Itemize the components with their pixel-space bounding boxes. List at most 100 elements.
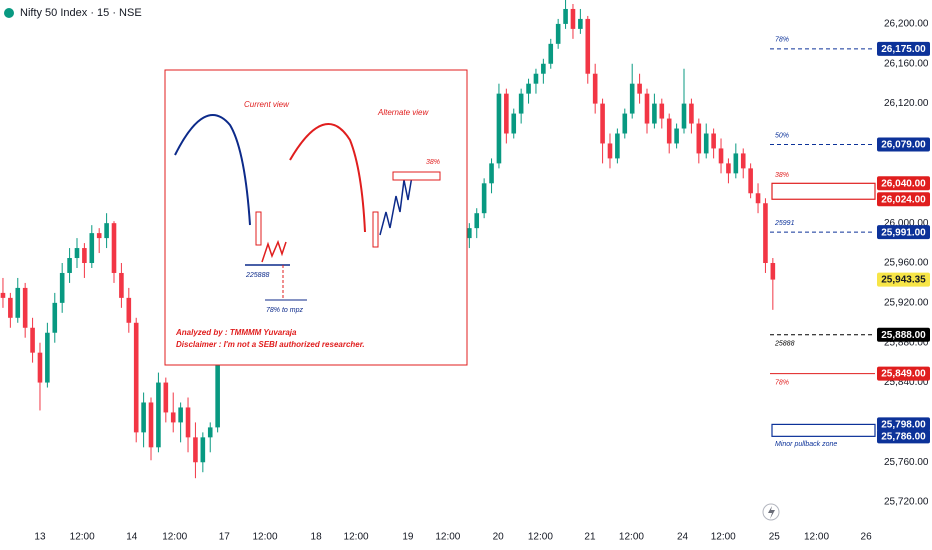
candle-body — [37, 352, 43, 383]
x-tick-label: 26 — [861, 532, 873, 543]
candle-body — [185, 407, 191, 438]
candle-body — [163, 382, 169, 413]
candle-body — [770, 263, 776, 280]
candle-body — [578, 18, 583, 29]
candle-body — [526, 83, 531, 94]
candle-body — [207, 427, 213, 438]
zone-tag: Minor pullback zone — [775, 441, 837, 448]
candle-body — [681, 103, 687, 129]
price-label: 25,849.00 — [881, 369, 926, 380]
fib-zone — [392, 171, 441, 181]
candle-icon — [372, 211, 379, 248]
candle-body — [193, 437, 198, 463]
price-label-bg — [877, 366, 930, 381]
candle-body — [615, 133, 620, 159]
y-tick-label: 26,200.00 — [884, 19, 929, 30]
y-tick-label: 25,920.00 — [884, 297, 929, 308]
event-icon-bolt — [768, 506, 775, 519]
candle-body — [666, 118, 672, 144]
candle-body — [148, 402, 154, 448]
level-tag: 25888 — [774, 341, 795, 348]
candle-body — [119, 272, 124, 298]
candle-body — [592, 73, 598, 104]
candle-body — [496, 93, 502, 164]
y-tick-label: 26,000.00 — [884, 218, 929, 229]
x-tick-label: 12:00 — [162, 532, 187, 543]
x-tick-label: 17 — [219, 532, 231, 543]
candle-body — [104, 223, 109, 239]
inset-label: 38% — [426, 159, 440, 166]
price-label-bg — [877, 41, 930, 56]
candle-body — [156, 382, 161, 448]
inset: Current view Alternate view 38% 225888 7… — [164, 69, 468, 366]
candle-body — [726, 163, 731, 174]
candle-body — [637, 83, 642, 94]
candle-body — [178, 407, 183, 423]
candle-body — [659, 103, 665, 119]
candle-body — [733, 153, 739, 174]
candle-body — [518, 93, 524, 114]
inset-label: Alternate view — [377, 108, 429, 117]
x-tick-label: 12:00 — [435, 532, 460, 543]
price-label-bg — [877, 272, 930, 287]
zone-box — [771, 423, 876, 437]
candle-body — [489, 163, 494, 184]
candle-body — [740, 153, 746, 169]
candle-body — [467, 228, 472, 239]
x-tick-label: 20 — [493, 532, 505, 543]
candle-body — [763, 203, 768, 264]
candle-body — [30, 327, 35, 353]
overlay: 26,200.0026,160.0026,120.0026,080.0026,0… — [34, 19, 930, 543]
candle-body — [674, 128, 679, 144]
inset-label: 225888 — [245, 272, 269, 279]
price-label-bg — [877, 192, 930, 207]
symbol-icon — [4, 8, 14, 18]
x-tick-label: 19 — [402, 532, 414, 543]
candle-body — [600, 103, 605, 144]
candle-body — [0, 292, 6, 298]
y-tick-label: 25,880.00 — [884, 337, 929, 348]
y-tick-label: 25,720.00 — [884, 497, 929, 508]
candle-body — [711, 133, 716, 149]
candle-body — [200, 437, 206, 463]
candle-body — [703, 133, 709, 154]
candle-body — [629, 83, 635, 114]
candle-body — [15, 287, 21, 318]
inset-label: 78% to mpz — [266, 307, 303, 314]
x-tick-label: 14 — [126, 532, 138, 543]
candle-body — [74, 248, 80, 259]
price-label: 25,991.00 — [881, 227, 926, 238]
candle-body — [22, 287, 28, 328]
price-label: 26,040.00 — [881, 178, 926, 189]
candle-body — [563, 8, 568, 24]
candle-body — [45, 332, 50, 383]
candle-body — [585, 18, 591, 74]
zone-tag: 38% — [775, 172, 789, 179]
candle-body — [8, 297, 13, 318]
candle-body — [541, 63, 546, 74]
candle-body — [59, 272, 65, 303]
candle-body — [548, 43, 554, 64]
zigzag — [261, 239, 287, 263]
candle-body — [111, 223, 117, 273]
x-tick-label: 12:00 — [253, 532, 278, 543]
price-label-bg — [877, 137, 930, 152]
candle-body — [748, 168, 753, 194]
zigzag — [379, 175, 413, 236]
candle-body — [696, 123, 702, 154]
candle-body — [82, 248, 87, 264]
candle-body — [126, 297, 132, 323]
x-tick-label: 12:00 — [70, 532, 95, 543]
y-tick-label: 25,760.00 — [884, 457, 929, 468]
level-tag: 78% — [775, 379, 789, 386]
candle-body — [607, 143, 613, 159]
candle-body — [504, 93, 509, 134]
price-label-bg — [877, 176, 930, 191]
y-tick-label: 25,960.00 — [884, 258, 929, 269]
candle-body — [570, 8, 576, 29]
candle-body — [652, 103, 657, 124]
price-label: 25,943.35 — [881, 275, 926, 286]
price-label-bg — [877, 225, 930, 240]
